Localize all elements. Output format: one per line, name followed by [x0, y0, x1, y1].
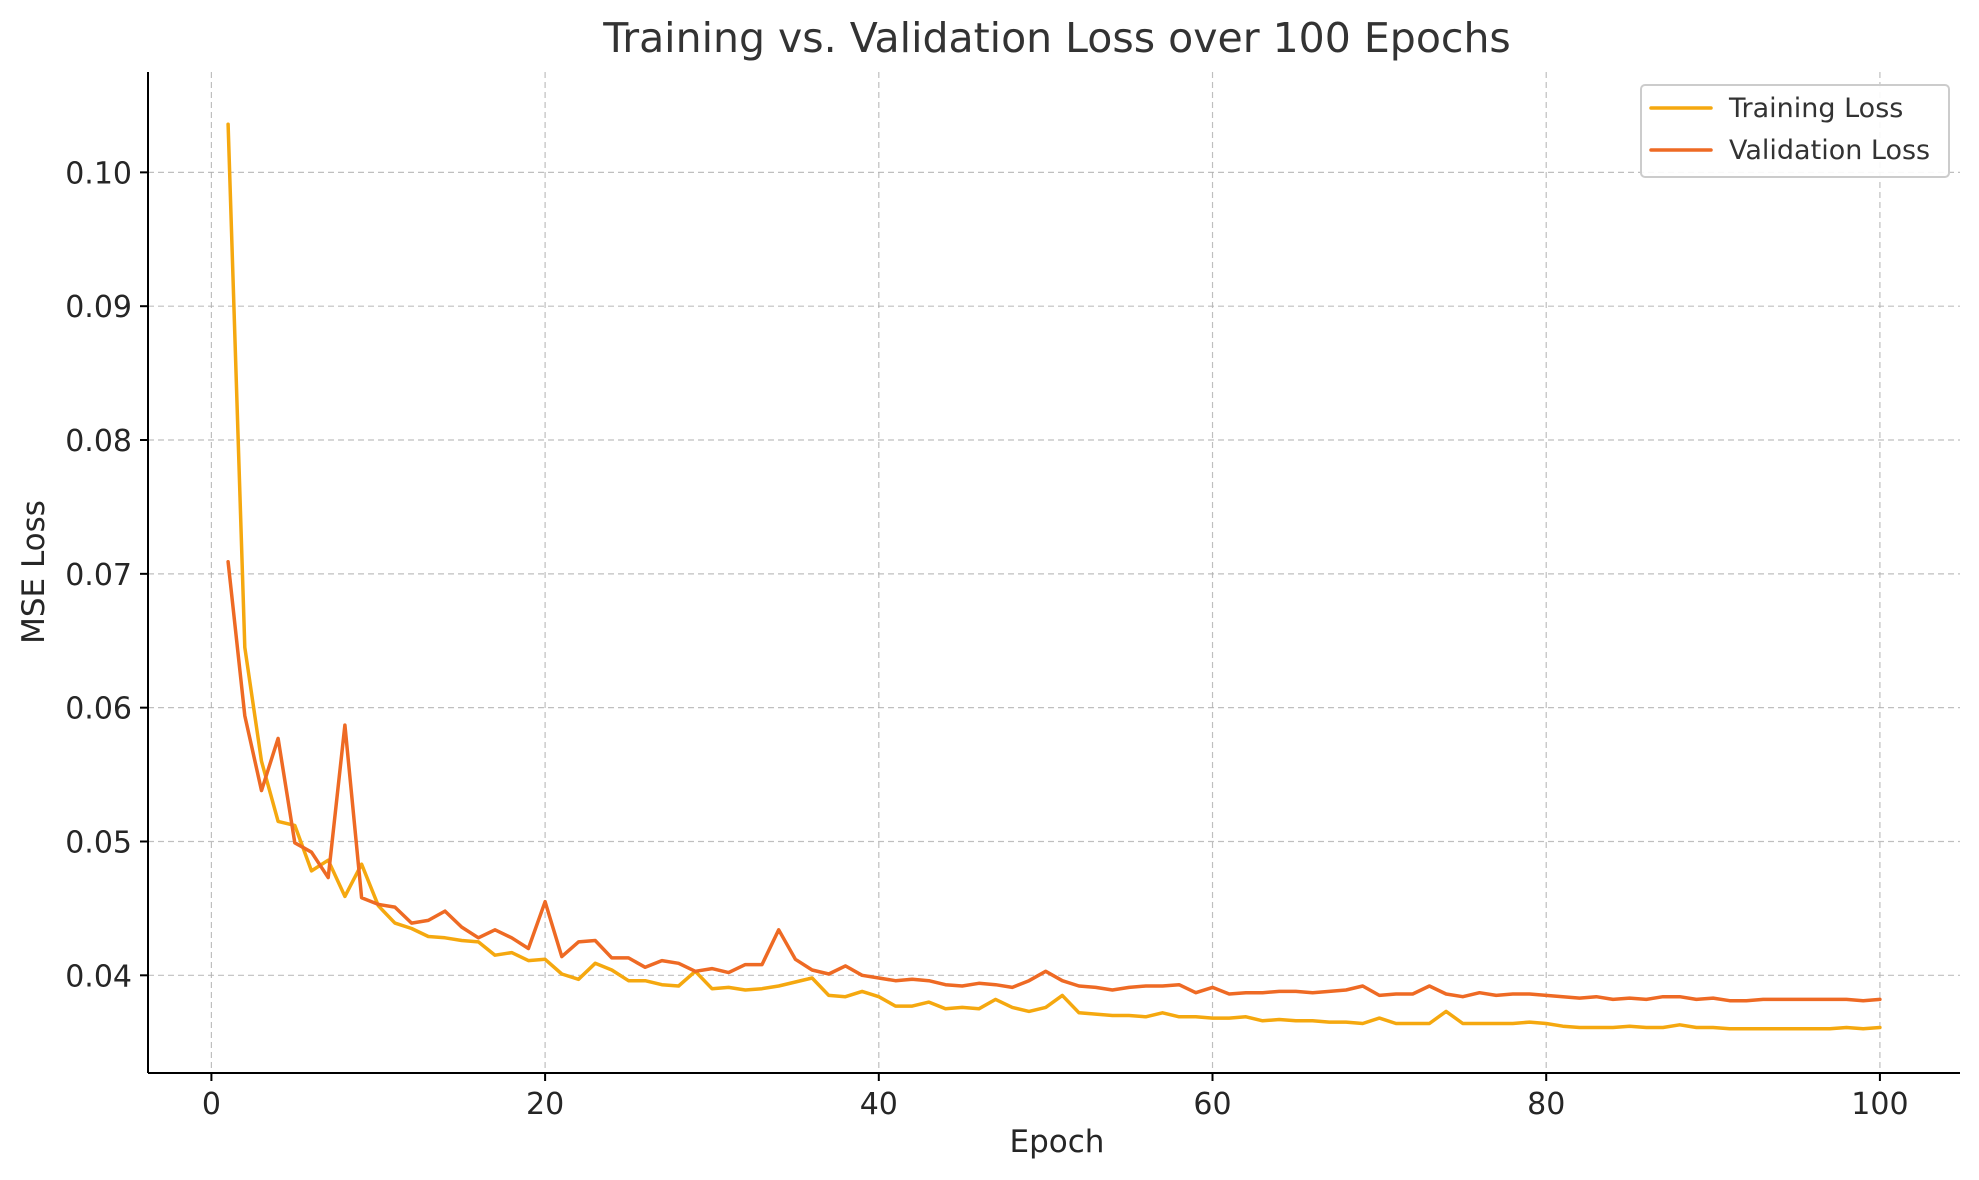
x-axis-ticks: 0 20 40 60 80 100: [202, 1073, 1909, 1122]
series-lines: [226, 122, 1882, 1031]
series-line-validation-loss: [226, 560, 1882, 1003]
y-tick-label: 0.06: [65, 692, 132, 727]
y-axis-title: MSE Loss: [16, 500, 52, 644]
axes: [147, 72, 1960, 1074]
legend: Training Loss Validation Loss: [1640, 84, 1950, 178]
y-tick-label: 0.10: [65, 156, 132, 191]
y-axis-ticks: 0.04 0.05 0.06 0.07 0.08 0.09 0.10: [65, 156, 148, 994]
y-tick-label: 0.09: [65, 290, 132, 325]
x-tick-label: 0: [202, 1087, 221, 1122]
x-tick-label: 40: [860, 1087, 898, 1122]
x-tick-label: 60: [1193, 1087, 1231, 1122]
legend-label-validation: Validation Loss: [1729, 135, 1930, 166]
y-tick-label: 0.05: [65, 825, 132, 860]
legend-frame: [1640, 84, 1950, 178]
x-tick-label: 20: [526, 1087, 564, 1122]
y-tick-label: 0.07: [65, 558, 132, 593]
x-tick-label: 80: [1527, 1087, 1565, 1122]
x-tick-label: 100: [1851, 1087, 1908, 1122]
series-line-training-loss: [226, 122, 1882, 1031]
y-tick-label: 0.08: [65, 424, 132, 459]
y-tick-label: 0.04: [65, 959, 132, 994]
legend-label-training: Training Loss: [1728, 93, 1903, 124]
chart-title: Training vs. Validation Loss over 100 Ep…: [602, 14, 1511, 62]
x-axis-title: Epoch: [1010, 1124, 1105, 1160]
